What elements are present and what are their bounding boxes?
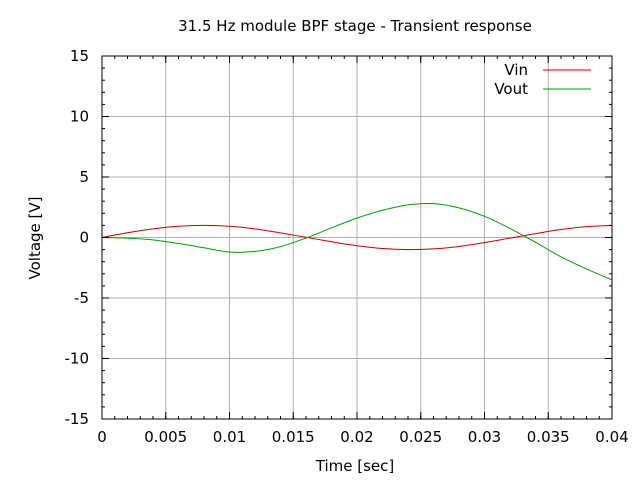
y-tick-label: 15 <box>70 47 89 65</box>
y-axis-title: Voltage [V] <box>26 197 44 280</box>
legend-label-vout: Vout <box>494 80 528 98</box>
y-tick-label: -10 <box>65 350 90 368</box>
x-tick-label: 0.01 <box>213 428 246 446</box>
y-tick-label: 5 <box>79 168 89 186</box>
y-tick-label: 10 <box>70 108 89 126</box>
y-tick-label: -15 <box>65 410 90 428</box>
y-tick-label: -5 <box>74 289 89 307</box>
series-lines <box>101 202 613 281</box>
x-axis-title: Time [sec] <box>315 457 394 475</box>
x-tick-label: 0.03 <box>468 428 501 446</box>
y-tick-label: 0 <box>79 229 89 247</box>
chart-title: 31.5 Hz module BPF stage - Transient res… <box>178 17 532 35</box>
x-tick-label: 0.025 <box>399 428 442 446</box>
x-tick-label: 0.02 <box>340 428 373 446</box>
x-tick-label: 0.005 <box>144 428 187 446</box>
x-tick-label: 0.04 <box>595 428 628 446</box>
x-tick-label: 0 <box>97 428 107 446</box>
axis-ticks <box>101 55 613 420</box>
x-tick-label: 0.035 <box>527 428 570 446</box>
x-tick-label: 0.015 <box>272 428 315 446</box>
series-line-vin <box>101 224 613 251</box>
series-line-vout <box>101 202 613 281</box>
legend-label-vin: Vin <box>504 61 528 79</box>
y-tick-labels: -15 -10 -5 0 5 10 15 <box>65 47 90 428</box>
x-tick-labels: 0 0.005 0.01 0.015 0.02 0.025 0.03 0.035 0.04 <box>97 428 628 446</box>
